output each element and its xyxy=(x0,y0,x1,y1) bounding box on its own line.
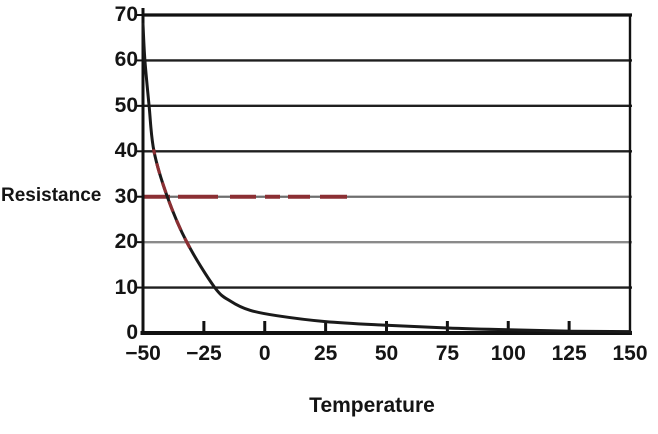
x-tick-label--50: −50 xyxy=(125,342,161,365)
x-tick-label-125: 125 xyxy=(551,342,587,365)
y-tick-label-30: 30 xyxy=(114,184,138,208)
x-tick-label-0: 0 xyxy=(258,342,271,365)
x-tick-label--25: −25 xyxy=(186,342,222,365)
y-tick-label-70: 70 xyxy=(114,3,138,26)
x-tick-label-50: 50 xyxy=(374,342,399,365)
y-tick-label-0: 0 xyxy=(126,321,138,344)
y-tick-label-40: 40 xyxy=(114,139,138,163)
resistance-curve xyxy=(141,22,632,334)
x-tick-label-100: 100 xyxy=(490,342,526,365)
red-dashed-curve-segment xyxy=(152,149,193,249)
x-tick-label-150: 150 xyxy=(612,342,648,365)
y-tick-label-60: 60 xyxy=(114,48,138,72)
x-tick-label-75: 75 xyxy=(435,342,460,365)
x-axis-title: Temperature xyxy=(309,394,435,417)
y-tick-label-20: 20 xyxy=(114,230,138,254)
y-tick-label-50: 50 xyxy=(114,93,138,117)
y-tick-label-10: 10 xyxy=(114,275,138,299)
x-tick-label-25: 25 xyxy=(313,342,338,365)
y-axis-title: Resistance xyxy=(1,185,102,206)
